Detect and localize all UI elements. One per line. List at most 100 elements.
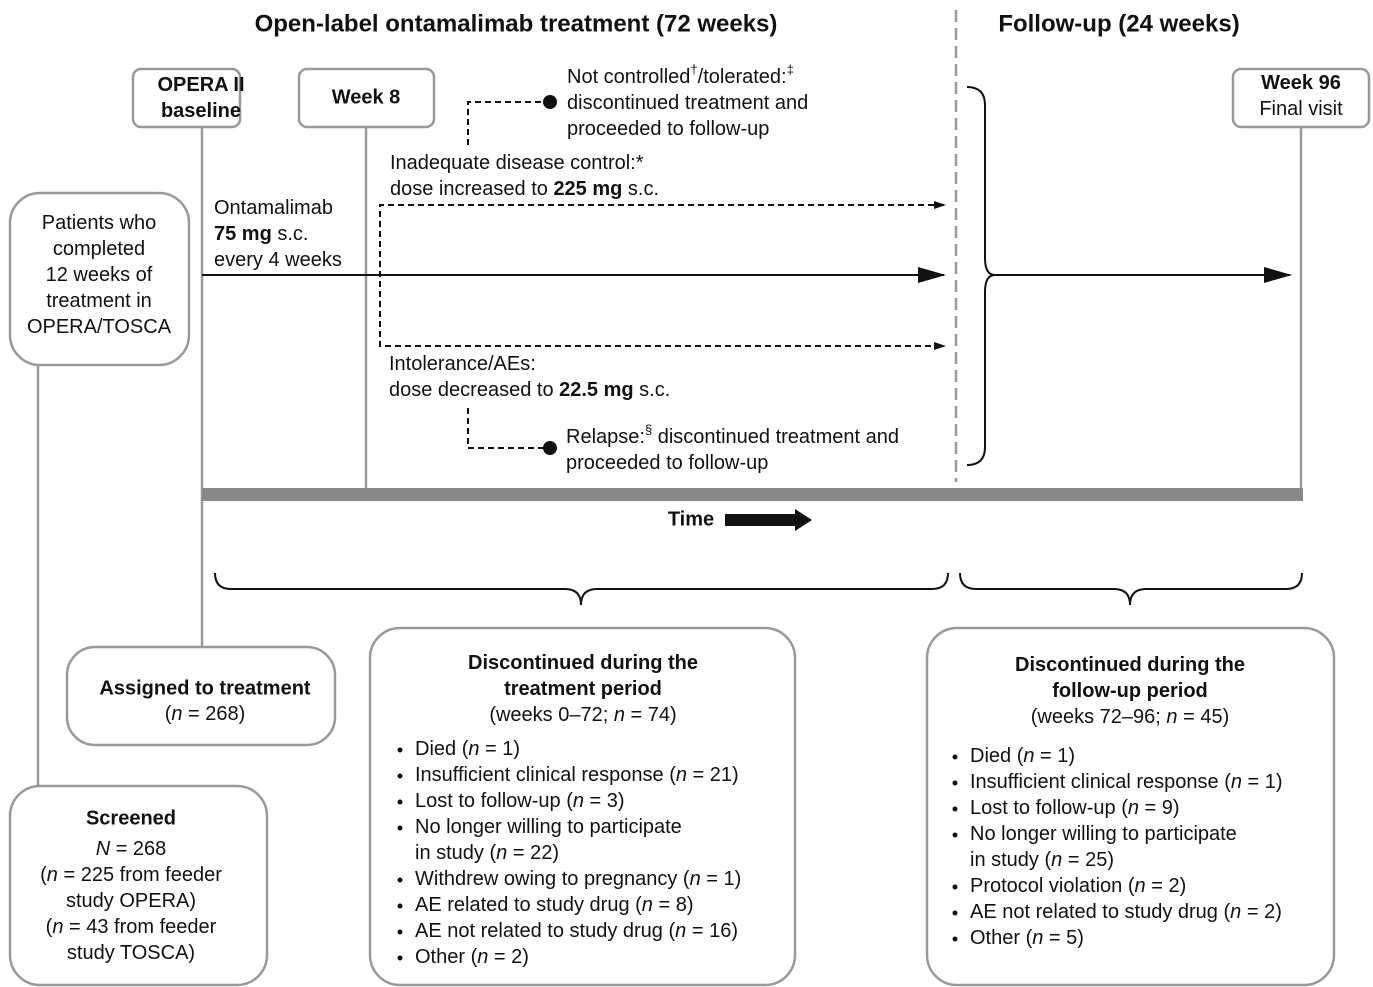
text-line: (weeks 0–72; n = 74)	[489, 704, 676, 726]
relapse-branch	[467, 408, 550, 449]
bullet	[952, 910, 958, 916]
box-title: Assigned to treatment	[99, 677, 310, 699]
text-run: Not controlled	[567, 66, 690, 88]
text-line: (weeks 72–96; n = 45)	[1031, 706, 1229, 728]
text-run: Intolerance/AEs:	[389, 353, 536, 375]
text-run: = 2)	[1146, 875, 1187, 897]
bullet	[397, 825, 403, 831]
timepoint-label: Week 8	[332, 86, 401, 108]
text-line: in study (n = 22)	[415, 842, 559, 864]
text-run: n	[477, 946, 488, 968]
text-run: n	[573, 790, 584, 812]
header: Open-label ontamalimab treatment (72 wee…	[255, 10, 778, 37]
text-run: = 45)	[1178, 706, 1230, 728]
bullet	[397, 799, 403, 805]
text-run: = 16)	[686, 920, 738, 942]
text-run: 225 mg	[553, 178, 622, 200]
text-line: Other (n = 5)	[970, 927, 1084, 949]
text-run: Insufficient clinical response (	[970, 771, 1231, 793]
text-line: Ontamalimab	[214, 197, 333, 219]
text-run: s.c.	[272, 223, 309, 245]
text-run: n	[171, 703, 182, 725]
bullet	[952, 806, 958, 812]
dose-change-arrows	[379, 204, 944, 347]
text-run: n	[1231, 771, 1242, 793]
bullet	[397, 903, 403, 909]
baseline-box	[131, 67, 242, 129]
text-run: Lost to follow-up (	[970, 797, 1128, 819]
text-run: AE related to study drug (	[415, 894, 642, 916]
text-line: Relapse:§ discontinued treatment and	[566, 422, 899, 448]
text-line: treatment period	[504, 678, 662, 700]
text-run: treatment period	[504, 678, 662, 700]
text-run: 12 weeks of	[46, 264, 153, 286]
bullet	[397, 877, 403, 883]
text-line: Lost to follow-up (n = 3)	[415, 790, 625, 812]
text-run: discontinued treatment and	[652, 426, 899, 448]
branch-dot	[543, 95, 557, 109]
text-line: OPERA II	[157, 74, 244, 96]
text-line: Not controlled†/tolerated:‡	[567, 62, 794, 88]
text-line: 75 mg s.c.	[214, 223, 308, 245]
text-line: every 4 weeks	[214, 249, 342, 271]
assigned-box	[65, 645, 337, 747]
text-run: = 5)	[1043, 927, 1084, 949]
text-run: §	[645, 422, 652, 437]
bullet	[952, 780, 958, 786]
brace	[214, 572, 949, 606]
text-run: Other (	[970, 927, 1033, 949]
text-line: N = 268	[96, 838, 167, 860]
bullet	[952, 754, 958, 760]
text-line: Discontinued during the	[1015, 654, 1245, 676]
text-run: Ontamalimab	[214, 197, 333, 219]
text-line: Final visit	[1259, 98, 1343, 120]
text-line: Other (n = 2)	[415, 946, 529, 968]
treatment-discontinued-box	[368, 626, 797, 987]
text-line: (n = 43 from feeder	[46, 916, 217, 938]
text-run: Week 96	[1261, 72, 1341, 94]
text-line: follow-up period	[1052, 680, 1208, 702]
text-run: = 268	[110, 838, 166, 860]
text-run: = 8)	[653, 894, 694, 916]
text-run: = 25)	[1062, 849, 1114, 871]
text-run: n	[1128, 797, 1139, 819]
text-run: Other (	[415, 946, 478, 968]
text-run: AE not related to study drug (	[970, 901, 1230, 923]
text-run: Discontinued during the	[1015, 654, 1245, 676]
branch-dot	[543, 441, 557, 455]
text-run: Died (	[415, 738, 469, 760]
text-line: AE not related to study drug (n = 2)	[970, 901, 1282, 923]
text-run: = 22)	[507, 842, 559, 864]
text-line: Withdrew owing to pregnancy (n = 1)	[415, 868, 741, 890]
text-line: Died (n = 1)	[970, 745, 1075, 767]
text-run: = 2)	[1241, 901, 1282, 923]
discontinue-branch	[467, 101, 550, 145]
text-run: treatment in	[46, 290, 152, 312]
text-run: n	[676, 764, 687, 786]
text-run: = 21)	[687, 764, 739, 786]
text-run: n	[614, 704, 625, 726]
text-line: dose increased to 225 mg s.c.	[390, 178, 659, 200]
text-run: = 1)	[1034, 745, 1075, 767]
text-line: completed	[53, 238, 145, 260]
text-run: /tolerated:	[698, 66, 787, 88]
bullet	[952, 884, 958, 890]
bullet	[397, 929, 403, 935]
text-run: every 4 weeks	[214, 249, 342, 271]
text-run: No longer willing to participate	[970, 823, 1237, 845]
text-run: n	[1023, 745, 1034, 767]
text-run: n	[675, 920, 686, 942]
text-run: completed	[53, 238, 145, 260]
text-run: proceeded to follow-up	[567, 118, 769, 140]
text-line: baseline	[161, 100, 241, 122]
text-run: (	[165, 703, 172, 725]
text-run: = 1)	[1242, 771, 1283, 793]
text-run: Insufficient clinical response (	[415, 764, 676, 786]
text-run: = 2)	[488, 946, 529, 968]
text-run: OPERA/TOSCA	[27, 316, 172, 338]
text-line: OPERA/TOSCA	[27, 316, 172, 338]
bullet	[397, 955, 403, 961]
text-line: 12 weeks of	[46, 264, 153, 286]
timeline-bar	[202, 488, 1303, 501]
